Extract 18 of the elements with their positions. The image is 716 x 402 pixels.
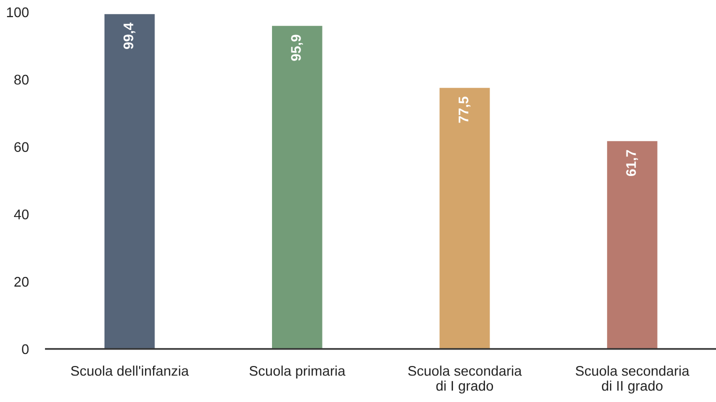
bar (440, 88, 490, 349)
bar (104, 14, 155, 349)
bar (272, 26, 322, 349)
y-tick-label: 100 (7, 7, 29, 18)
y-tick-label: 20 (14, 276, 29, 287)
data-label: 99,4 (123, 22, 136, 50)
x-tick-label: Scuola dell'infanzia (70, 366, 189, 376)
y-tick-label: 60 (14, 142, 29, 152)
x-tick-label: Scuola secondaria di I grado (408, 366, 522, 394)
y-tick-label: 40 (14, 210, 29, 220)
x-tick-label: Scuola secondaria di II grado (576, 366, 690, 394)
data-label: 77,5 (458, 96, 470, 123)
data-label: 95,9 (291, 34, 303, 61)
bar (607, 141, 658, 349)
x-tick-label: Scuola primaria (250, 366, 346, 379)
y-tick-label: 80 (14, 74, 29, 85)
y-tick-label: 0 (22, 344, 29, 354)
data-label: 61,7 (626, 150, 638, 176)
